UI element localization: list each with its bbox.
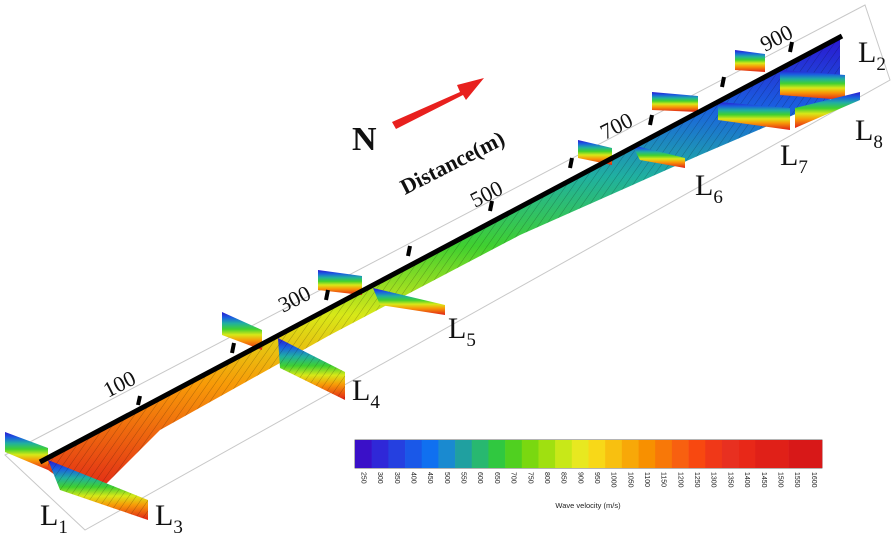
label-L4: L4 — [352, 374, 380, 413]
colorbar-tick-label: 250 — [359, 472, 366, 484]
label-L1: L1 — [40, 499, 68, 538]
survey-line — [38, 33, 844, 465]
section-L5 — [318, 270, 445, 315]
colorbar-tick-label: 850 — [560, 472, 567, 484]
colorbar-swatch — [655, 440, 673, 468]
colorbar-swatch — [788, 440, 806, 468]
colorbar-tick-label: 950 — [593, 472, 600, 484]
section-L1-left — [5, 432, 48, 470]
colorbar-tick-label: 1000 — [610, 472, 617, 488]
tick-label-100: 100 — [99, 365, 140, 402]
colorbar-swatch — [621, 440, 639, 468]
colorbar-tick-label: 650 — [493, 472, 500, 484]
colorbar-tick-label: 1350 — [726, 472, 733, 488]
colorbar-swatch — [355, 440, 372, 468]
colorbar-swatch — [671, 440, 689, 468]
colorbar-tick-label: 900 — [576, 472, 583, 484]
colorbar-swatch — [638, 440, 656, 468]
tick-label-500: 500 — [466, 175, 507, 212]
colorbar-swatch — [371, 440, 389, 468]
section-L4 — [222, 312, 345, 400]
colorbar-tick-label: 800 — [543, 472, 550, 484]
colorbar-swatch — [521, 440, 539, 468]
colorbar-tick-label: 1150 — [660, 472, 667, 487]
colorbar-tick-label: 450 — [426, 472, 433, 484]
section-L7 — [652, 92, 790, 130]
north-label: N — [352, 121, 377, 158]
colorbar-swatch — [771, 440, 789, 468]
colorbar-swatch — [538, 440, 556, 468]
colorbar-swatch — [505, 440, 523, 468]
label-L3: L3 — [155, 499, 183, 538]
colorbar-swatch — [605, 440, 623, 468]
colorbar-swatch — [438, 440, 456, 468]
colorbar-tick-label: 750 — [526, 472, 533, 484]
label-L6: L6 — [695, 169, 723, 208]
colorbar-swatch — [721, 440, 739, 468]
colorbar-swatch — [705, 440, 723, 468]
colorbar-tick-label: 550 — [460, 472, 467, 484]
colorbar-swatch — [405, 440, 423, 468]
colorbar-tick-label: 1200 — [676, 472, 683, 488]
colorbar-tick-labels: 250 300 350 400 450 500 550 600 650 700 750 800 850 9… — [359, 472, 816, 488]
colorbar-tick-label: 1500 — [776, 472, 783, 488]
colorbar-swatch — [455, 440, 473, 468]
colorbar-tick-label: 1050 — [626, 472, 633, 488]
colorbar-tick-label: 1300 — [710, 472, 717, 488]
colorbar-swatch — [388, 440, 406, 468]
colorbar-title: Wave velocity (m/s) — [555, 501, 621, 510]
colorbar-tick-label: 1400 — [743, 472, 750, 488]
colorbar-swatches — [355, 440, 823, 468]
colorbar-swatch — [571, 440, 589, 468]
colorbar-swatch — [755, 440, 773, 468]
colorbar-tick-label: 400 — [410, 472, 417, 484]
section-L6 — [578, 140, 685, 168]
label-L5: L5 — [448, 312, 476, 351]
colorbar-tick-label: 350 — [393, 472, 400, 484]
colorbar-tick-label: 700 — [510, 472, 517, 484]
colorbar-swatch — [488, 440, 506, 468]
colorbar-swatch — [688, 440, 706, 468]
cross-sections — [5, 50, 860, 520]
tick-label-700: 700 — [596, 107, 637, 144]
colorbar-tick-label: 1450 — [760, 472, 767, 488]
colorbar-tick-label: 600 — [476, 472, 483, 484]
colorbar-tick-label: 1550 — [793, 472, 800, 488]
label-L7: L7 — [780, 139, 808, 178]
colorbar-tick-label: 1100 — [643, 472, 650, 487]
colorbar-tick-label: 500 — [443, 472, 450, 484]
colorbar-swatch — [588, 440, 606, 468]
tick-label-300: 300 — [274, 280, 315, 317]
colorbar-swatch — [555, 440, 573, 468]
north-arrow: N — [352, 78, 484, 158]
colorbar-tick-label: 1250 — [693, 472, 700, 488]
colorbar-swatch — [471, 440, 489, 468]
section-L8 — [780, 70, 860, 128]
section-L3 — [48, 460, 148, 520]
section-labels: L1 L2 L3 L4 L5 L6 L7 L8 — [40, 36, 886, 538]
colorbar-tick-label: 1600 — [810, 472, 817, 488]
velocity-colorbar: 250 300 350 400 450 500 550 600 650 700 750 800 850 9… — [354, 439, 823, 510]
colorbar-tick-label: 300 — [376, 472, 383, 484]
colorbar-swatch — [421, 440, 439, 468]
section-L2-top — [735, 50, 765, 72]
label-L2: L2 — [858, 36, 886, 75]
colorbar-swatch — [738, 440, 756, 468]
colorbar-swatch — [805, 440, 823, 468]
label-L8: L8 — [855, 114, 883, 153]
